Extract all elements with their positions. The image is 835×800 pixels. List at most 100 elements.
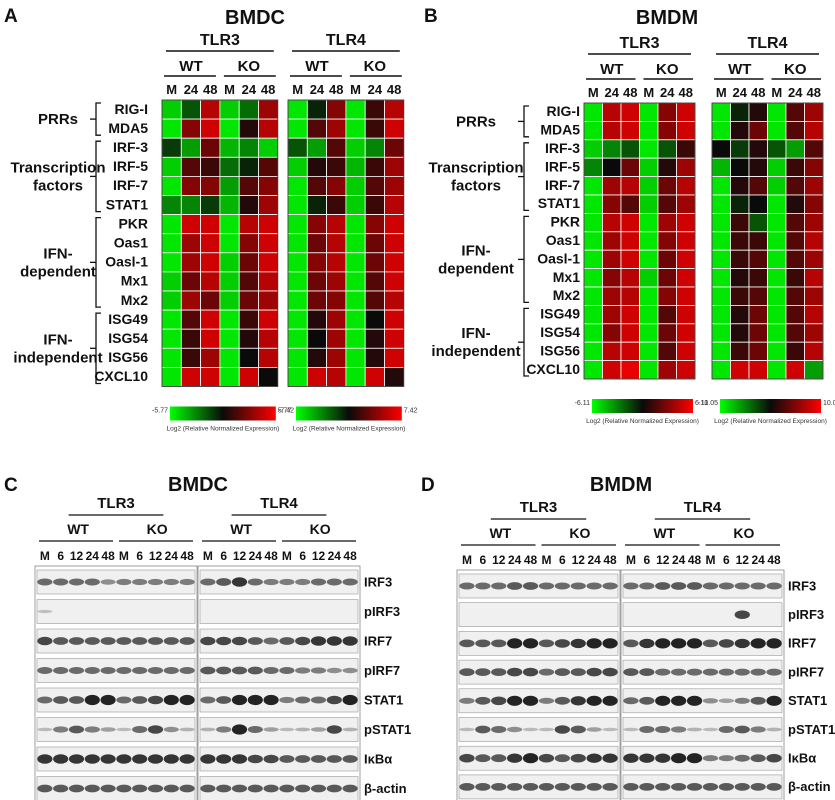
heatmap-cell (657, 323, 677, 343)
heatmap-cell (306, 328, 327, 349)
blot-band (718, 726, 734, 733)
group-label: Transcription (10, 159, 105, 176)
blot-band (231, 694, 248, 706)
heatmap-column-label: M (292, 82, 303, 97)
heatmap-cell (306, 309, 327, 330)
scale-max-label: 5.77 (278, 408, 292, 415)
blot-band (671, 695, 687, 706)
heatmap-cell (583, 323, 603, 343)
heatmap-cell (657, 304, 677, 325)
blot-band (570, 582, 586, 590)
heatmap-cell (767, 139, 787, 159)
heatmap-cell (785, 176, 805, 196)
heatmap-cell (602, 360, 622, 380)
blot-band (132, 784, 148, 793)
blot-band (295, 755, 311, 763)
heatmap-cell (384, 366, 405, 387)
gene-label: RIG-I (115, 101, 148, 117)
heatmap-cell (287, 233, 308, 254)
heatmap-cell (238, 195, 259, 216)
heatmap-cell (730, 139, 750, 159)
blot-band (475, 668, 491, 676)
heatmap-cell (326, 156, 347, 177)
heatmap-cell (583, 212, 603, 233)
gene-label: PKR (118, 215, 148, 231)
lane-label: 24 (86, 549, 100, 563)
heatmap-cell (287, 156, 308, 177)
heatmap-cell (602, 341, 622, 362)
blot-band (702, 783, 719, 791)
heatmap-cell (785, 121, 805, 141)
heatmap-cell (384, 175, 405, 196)
blot-band (200, 666, 216, 675)
protein-label: pSTAT1 (788, 722, 835, 737)
heatmap-cell (161, 137, 182, 158)
heatmap-cell (639, 360, 659, 380)
heatmap-cell (306, 366, 327, 387)
heatmap-cell (326, 271, 347, 292)
blot-band (507, 638, 523, 649)
heatmap-cell (583, 139, 603, 159)
heatmap-cell (730, 304, 750, 325)
heatmap-cell (287, 175, 308, 196)
blot-band (216, 784, 232, 793)
heatmap-cell (238, 366, 259, 387)
heatmap-cell (258, 347, 279, 368)
heatmap-cell (345, 195, 366, 216)
heatmap-cell (785, 102, 805, 122)
gene-label: Oasl-1 (537, 250, 580, 266)
blot-band (100, 579, 116, 585)
blot-band (326, 784, 342, 793)
panel-title-c: BMDC (168, 474, 228, 496)
blot-strip (36, 599, 196, 624)
blot-band (639, 668, 655, 676)
heatmap-cell (161, 156, 182, 177)
heatmap-cell (602, 286, 622, 306)
blot-band (53, 578, 69, 586)
blot-band (100, 754, 116, 764)
heatmap-cell (180, 347, 202, 368)
blot-band (686, 668, 703, 676)
heatmap-cell (748, 102, 768, 122)
heatmap-cell (657, 212, 677, 233)
heatmap-column-label: 24 (310, 82, 325, 97)
blot-band (279, 637, 295, 645)
blot-band (84, 694, 100, 706)
heatmap-cell (287, 99, 308, 120)
heatmap-cell (180, 328, 202, 349)
blot-band (702, 639, 719, 648)
gene-label: MDA5 (108, 120, 148, 136)
heatmap-cell (602, 231, 622, 251)
heatmap-column-label: 24 (605, 85, 620, 100)
blot-band (602, 638, 618, 649)
heatmap-cell (602, 139, 622, 159)
lane-label: 48 (101, 549, 115, 563)
heatmap-cell (161, 252, 182, 273)
blot-band (263, 784, 279, 793)
blot-band (163, 784, 179, 793)
heatmap-cell (657, 102, 677, 122)
blot-band (750, 668, 766, 676)
heatmap-cell (384, 195, 405, 216)
heatmap-cell (804, 157, 824, 177)
blot-tlr4-label: TLR4 (260, 495, 298, 512)
heatmap-column-label: 48 (261, 82, 275, 97)
blot-band (310, 784, 327, 793)
heatmap-cell (785, 157, 805, 177)
blot-wt-label: WT (230, 521, 252, 537)
heatmap-column-label: 48 (751, 85, 765, 100)
heatmap-cell (602, 176, 622, 196)
heatmap-cell (639, 139, 659, 159)
protein-label: IκBα (364, 751, 392, 766)
heatmap-cell (676, 268, 696, 288)
heatmap-cell (345, 137, 366, 158)
heatmap-cell (639, 212, 659, 233)
blot-band (602, 582, 618, 590)
blot-band (538, 582, 555, 590)
blot-band (602, 753, 618, 763)
blot-band (116, 727, 132, 732)
blot-band (570, 725, 586, 734)
blot-band (179, 694, 195, 706)
heatmap-cell (384, 214, 405, 235)
heatmap-cell (384, 156, 405, 177)
